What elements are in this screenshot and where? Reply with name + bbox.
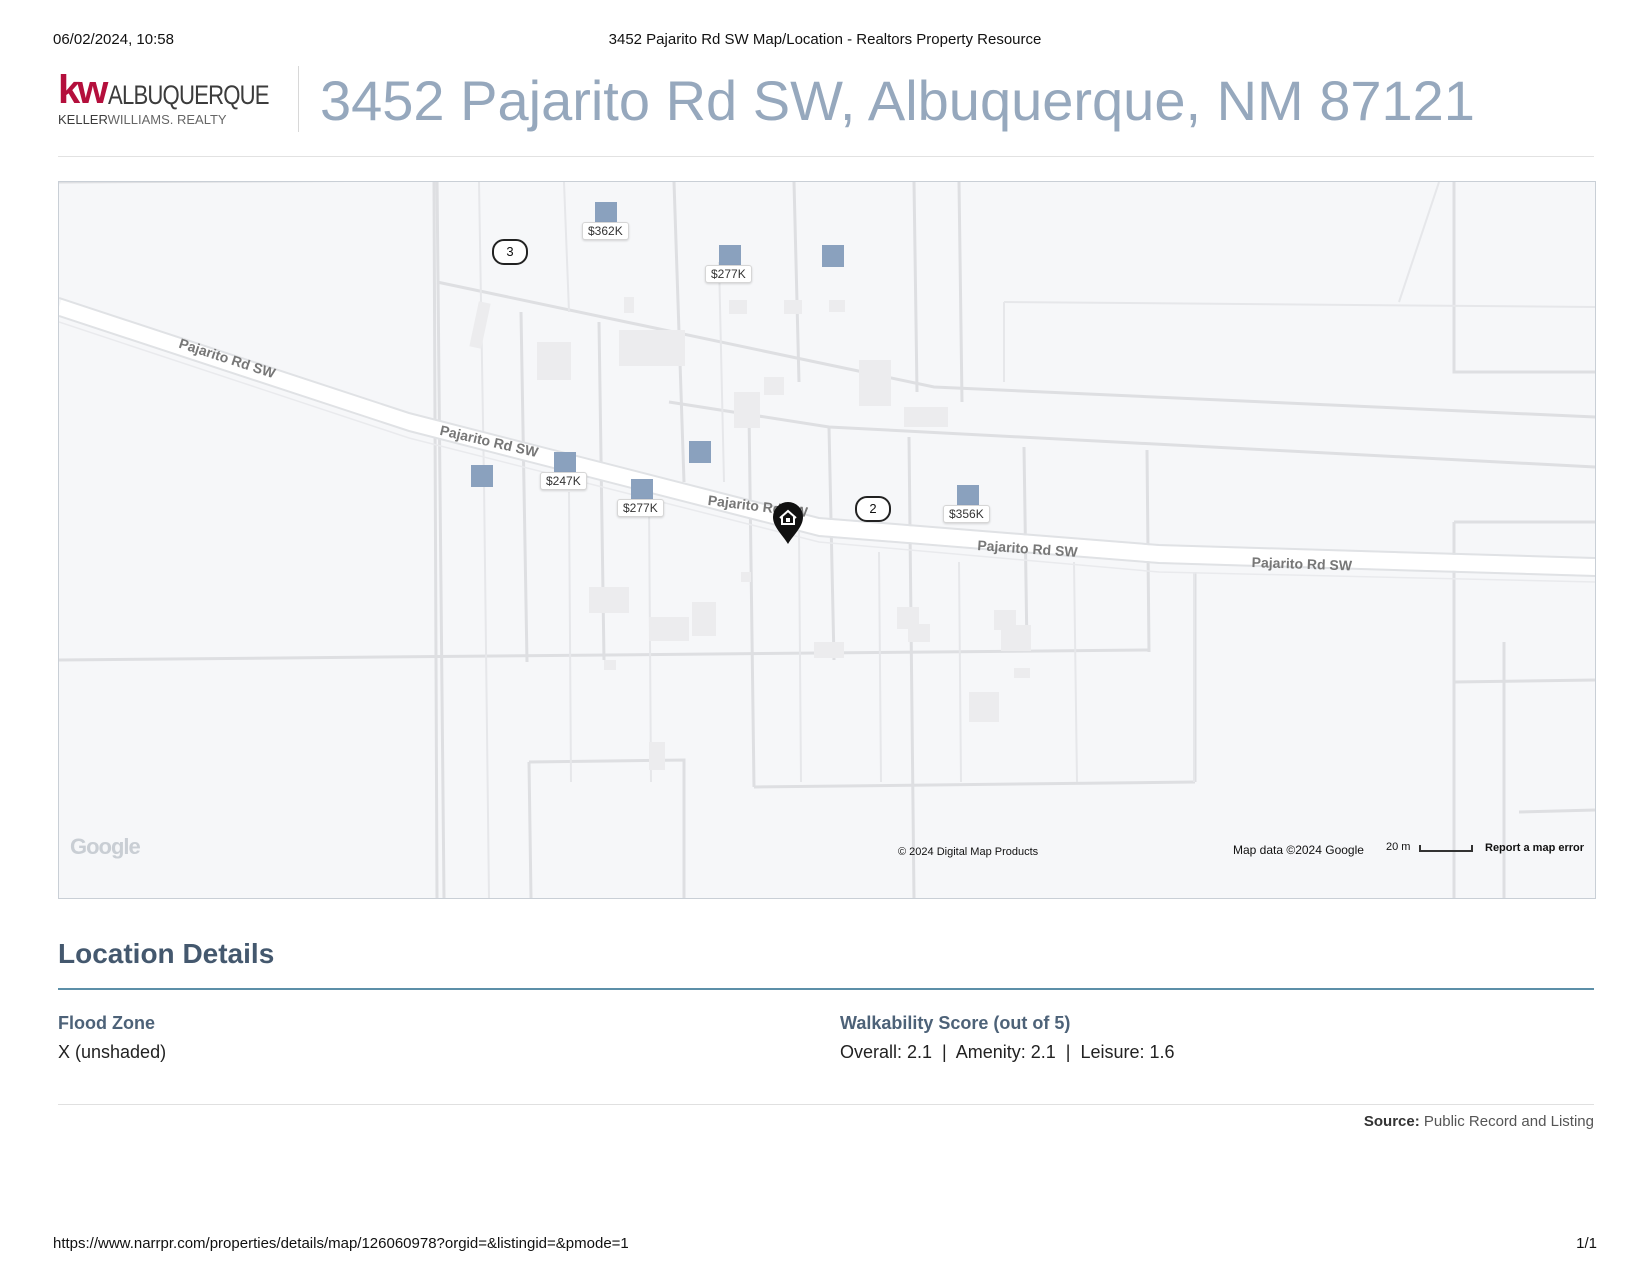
comp-marker[interactable] — [689, 441, 711, 463]
comp-price-label[interactable]: $356K — [943, 505, 990, 523]
flood-zone-value: X (unshaded) — [58, 1042, 167, 1062]
source-value: Public Record and Listing — [1423, 1113, 1594, 1130]
comp-price-label[interactable]: $277K — [617, 499, 664, 517]
logo-kw: kw — [58, 68, 108, 112]
map-data-credit[interactable]: Map data ©2024 Google — [1233, 843, 1364, 857]
walkability-label: Walkability Score (out of 5) — [840, 1013, 1071, 1033]
map-scale-bar — [1419, 845, 1473, 852]
cluster-marker[interactable]: 3 — [492, 239, 528, 265]
source-note: Source: Public Record and Listing — [1364, 1113, 1594, 1130]
section-divider — [58, 988, 1594, 990]
flood-zone-label: Flood Zone — [58, 1013, 155, 1033]
comp-price-label[interactable]: $277K — [705, 265, 752, 283]
comp-price-label[interactable]: $247K — [540, 472, 587, 490]
property-address: 3452 Pajarito Rd SW, Albuquerque, NM 871… — [320, 69, 1475, 132]
comp-price-label[interactable]: $362K — [582, 222, 629, 240]
print-page-title: 3452 Pajarito Rd SW Map/Location - Realt… — [608, 31, 1042, 48]
comp-marker[interactable] — [631, 479, 653, 501]
map-copyright: © 2024 Digital Map Products — [898, 846, 1039, 858]
walkability-value: Overall: 2.1 | Amenity: 2.1 | Leisure: 1… — [840, 1042, 1175, 1062]
print-datetime: 06/02/2024, 10:58 — [53, 31, 174, 48]
report-map-error-link[interactable]: Report a map error — [1485, 842, 1585, 854]
comp-marker[interactable] — [719, 245, 741, 267]
logo-city: ALBUQUERQUE — [108, 80, 270, 110]
comp-marker[interactable] — [554, 452, 576, 474]
print-url: https://www.narrpr.com/properties/detail… — [53, 1235, 629, 1252]
print-page-number: 1/1 — [1576, 1235, 1597, 1252]
map-scale-label: 20 m — [1386, 841, 1411, 853]
logo-subtitle: KELLERWILLIAMS. REALTY — [58, 112, 227, 127]
kw-albuquerque-logo: kw ALBUQUERQUE KELLERWILLIAMS. REALTY — [58, 68, 288, 130]
comp-marker[interactable] — [822, 245, 844, 267]
comp-marker[interactable] — [471, 465, 493, 487]
report-header: kw ALBUQUERQUE KELLERWILLIAMS. REALTY 34… — [58, 66, 1594, 157]
property-map[interactable]: Pajarito Rd SW Pajarito Rd SW Pajarito R… — [58, 181, 1596, 899]
comp-marker[interactable] — [595, 202, 617, 224]
location-details-title: Location Details — [58, 938, 275, 969]
source-label: Source: — [1363, 1113, 1420, 1130]
google-logo: Google — [70, 834, 141, 859]
home-pin-icon[interactable] — [771, 501, 805, 545]
footer-divider — [58, 1104, 1594, 1105]
header-divider — [298, 66, 299, 132]
cluster-marker[interactable]: 2 — [855, 496, 891, 522]
map-base-layer — [59, 182, 1595, 898]
comp-marker[interactable] — [957, 485, 979, 507]
